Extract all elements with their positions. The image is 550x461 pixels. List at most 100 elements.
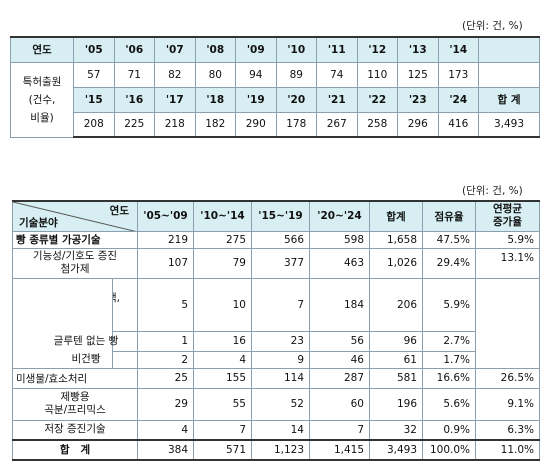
value-cell: 218 [154,111,196,138]
value-cell: 4 [137,419,194,441]
value-cell: 5 [137,277,194,332]
share-header: 점유율 [422,200,476,232]
value-cell: 3,493 [369,439,423,461]
value-cell: 1,123 [251,439,310,461]
value-cell: 7 [193,419,252,441]
value-cell: 2 [137,350,194,369]
growth-cell: 6.3% [475,419,540,441]
value-cell: 79 [193,247,252,279]
value-cell: 571 [193,439,252,461]
value-cell: 114 [251,367,310,389]
row-label: 저장 증진기술 [12,419,138,441]
year-cell: '13 [397,36,439,63]
value-cell: 377 [251,247,310,279]
row-label: 무설탕, 고단백, 저지방 빵 [112,277,138,332]
year-cell: '12 [356,36,398,63]
row-label: 제빵용 곡분/프리믹스 [12,387,138,421]
value-cell: 7 [251,277,310,332]
value-cell: 463 [309,247,370,279]
period-header: '10~'14 [193,200,252,232]
value-cell: 598 [309,230,370,249]
year-cell: '23 [397,86,439,113]
value-cell: 287 [309,367,370,389]
year-cell: '22 [356,86,398,113]
value-cell: 52 [251,387,310,421]
growth-header: 연평균 증가율 [475,200,540,232]
value-cell: 89 [275,61,317,88]
value-cell: 16 [193,330,252,352]
value-cell: 107 [137,247,194,279]
value-cell: 57 [73,61,115,88]
value-cell: 23 [251,330,310,352]
value-cell: 416 [437,111,479,138]
year-header: 연도 [10,36,74,63]
row-label: 비건빵 [72,350,138,369]
year-cell: '15 [73,86,115,113]
year-cell: '19 [235,86,277,113]
value-cell: 581 [369,367,423,389]
table1-unit: (단위: 건, %) [462,20,523,32]
period-header: '15~'19 [251,200,310,232]
period-header: '20~'24 [309,200,370,232]
total-value: 3,493 [478,111,540,138]
total-row: 합 계 384 571 1,123 1,415 3,493 100.0% 11.… [12,439,540,461]
total-header: 합계 [369,200,423,232]
value-cell: 219 [137,230,194,249]
value-cell: 1,026 [369,247,423,279]
year-cell: '11 [316,36,358,63]
corner-field-label: 기술분야 [19,216,58,229]
value-cell: 1,415 [309,439,370,461]
value-cell: 1.7% [422,350,476,369]
growth-cell: 9.1% [475,387,540,421]
patent-row-label: 특허출원 (건수, 비율) [10,61,74,138]
value-cell: 96 [369,330,423,352]
value-cell: 2.7% [422,330,476,352]
value-cell: 82 [154,61,196,88]
year-cell: '06 [113,36,155,63]
year-cell: '20 [275,86,317,113]
value-cell: 267 [316,111,358,138]
value-cell: 29.4% [422,247,476,279]
value-cell: 206 [369,277,423,332]
table-row: 글루텐 없는 빵 1 16 23 56 96 2.7% [12,330,540,352]
value-cell: 7 [309,419,370,441]
row-label: 글루텐 없는 빵 [54,330,138,352]
value-cell: 47.5% [422,230,476,249]
value-cell: 61 [369,350,423,369]
growth-cell: 13.1% [475,247,540,279]
table-row: 기능성/기호도 증진 첨가제 107 79 377 463 1,026 29.4… [12,247,540,279]
value-cell: 9 [251,350,310,369]
value-cell: 55 [193,387,252,421]
table-row: 빵 종류별 가공기술 219 275 566 598 1,658 47.5% 5… [12,230,540,249]
value-cell: 566 [251,230,310,249]
tech-field-table: 연도 기술분야 '05~'09 '10~'14 '15~'19 '20~'24 … [12,200,540,461]
growth-cell: 5.9% [475,230,540,249]
table-row: 저장 증진기술 4 7 14 7 32 0.9% 6.3% [12,419,540,441]
header-corner: 연도 기술분야 [12,200,138,232]
value-cell: 1 [137,330,194,352]
value-cell: 275 [193,230,252,249]
year-cell: '05 [73,36,115,63]
table-row: 비건빵 2 4 9 46 61 1.7% [12,350,540,369]
value-cell: 173 [437,61,479,88]
value-cell: 225 [113,111,155,138]
table-row: 무설탕, 고단백, 저지방 빵 5 10 7 184 206 5.9% [12,277,540,332]
value-cell: 32 [369,419,423,441]
year-cell: '21 [316,86,358,113]
value-cell: 80 [194,61,236,88]
value-cell: 5.9% [422,277,476,332]
value-cell: 208 [73,111,115,138]
value-cell: 46 [309,350,370,369]
year-cell: '14 [437,36,479,63]
value-cell: 110 [356,61,398,88]
value-cell: 94 [235,61,277,88]
row-label: 기능성/기호도 증진 첨가제 [12,247,138,279]
value-cell: 10 [193,277,252,332]
value-cell: 125 [397,61,439,88]
value-cell: 56 [309,330,370,352]
value-cell: 100.0% [422,439,476,461]
value-cell: 60 [309,387,370,421]
value-cell: 4 [193,350,252,369]
value-cell: 29 [137,387,194,421]
year-cell: '16 [113,86,155,113]
